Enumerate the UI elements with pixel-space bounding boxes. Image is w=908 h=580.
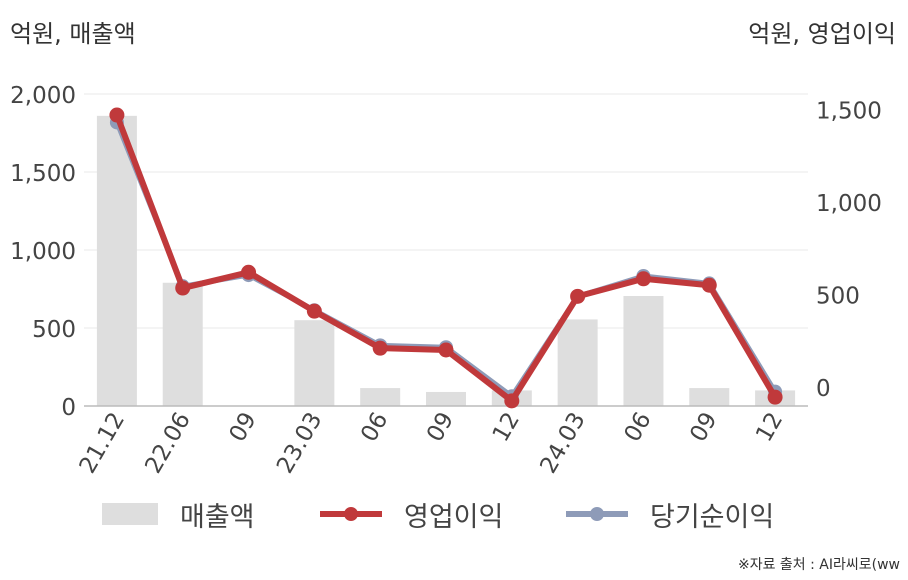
operating-profit-point (175, 280, 191, 296)
operating-profit-point (109, 107, 125, 123)
left-axis-unit: 억원, 매출액 (10, 20, 136, 48)
legend-item-net-income: 당기순이익 (566, 494, 774, 534)
operating-profit-line (113, 112, 779, 404)
legend-swatch-revenue (102, 503, 158, 525)
revenue-bars (96, 115, 796, 406)
y-right-tick-label: 1,500 (816, 99, 882, 125)
operating-profit-point (241, 264, 257, 280)
x-tick-label: 09 (685, 408, 722, 446)
y-right-tick-label: 1,000 (816, 191, 882, 217)
operating-profit-point (570, 288, 586, 304)
operating-profit-point (635, 271, 651, 287)
x-tick-label: 21.12 (75, 408, 130, 478)
legend-swatch-net-income (566, 503, 628, 525)
bar (623, 296, 664, 406)
tick-labels: 0 500 1,000 1,500 2,000 0 500 1,000 1,500 21.12 22… (10, 83, 882, 478)
right-axis-unit: 억원, 영업이익 (748, 20, 896, 48)
x-tick-label: 06 (619, 408, 656, 446)
data-source-note: ※자료 출처 : AI라씨로(ww (737, 557, 900, 573)
legend-swatch-operating-profit (320, 503, 382, 525)
legend-label-revenue: 매출액 (180, 501, 255, 533)
y-left-tick-label: 1,500 (10, 161, 76, 187)
bar (162, 282, 203, 406)
bar (426, 391, 466, 406)
y-right-tick-label: 0 (816, 376, 831, 402)
operating-profit-point (438, 342, 454, 358)
x-tick-label: 24.03 (535, 408, 590, 478)
legend-label-net-income: 당기순이익 (650, 501, 775, 533)
x-tick-label: 09 (422, 408, 459, 446)
operating-profit-point (306, 303, 322, 319)
y-left-tick-label: 500 (32, 317, 76, 343)
y-left-tick-label: 0 (61, 395, 76, 421)
operating-profit-point (767, 389, 783, 405)
bar (96, 115, 137, 406)
operating-profit-point (372, 340, 388, 356)
y-left-tick-label: 2,000 (10, 83, 76, 109)
legend: 매출액 영업이익 당기순이익 (0, 494, 908, 534)
y-left-tick-label: 1,000 (10, 239, 76, 265)
x-tick-label: 22.06 (140, 408, 195, 478)
bar (360, 388, 401, 406)
operating-profit-point (504, 393, 520, 409)
legend-item-operating-profit: 영업이익 (320, 494, 503, 534)
profit-lines (109, 107, 783, 409)
gridlines (84, 93, 808, 329)
x-tick-label: 12 (751, 408, 788, 446)
bar (557, 319, 598, 406)
x-tick-label: 12 (488, 408, 525, 446)
x-tick-label: 09 (225, 408, 262, 446)
operating-profit-point (701, 277, 717, 293)
y-right-tick-label: 500 (816, 284, 860, 310)
x-tick-label: 06 (356, 408, 393, 446)
bar (294, 320, 335, 406)
bar (689, 388, 730, 406)
legend-label-operating-profit: 영업이익 (404, 501, 504, 533)
x-tick-label: 23.03 (272, 408, 327, 478)
legend-item-revenue: 매출액 (102, 494, 255, 534)
